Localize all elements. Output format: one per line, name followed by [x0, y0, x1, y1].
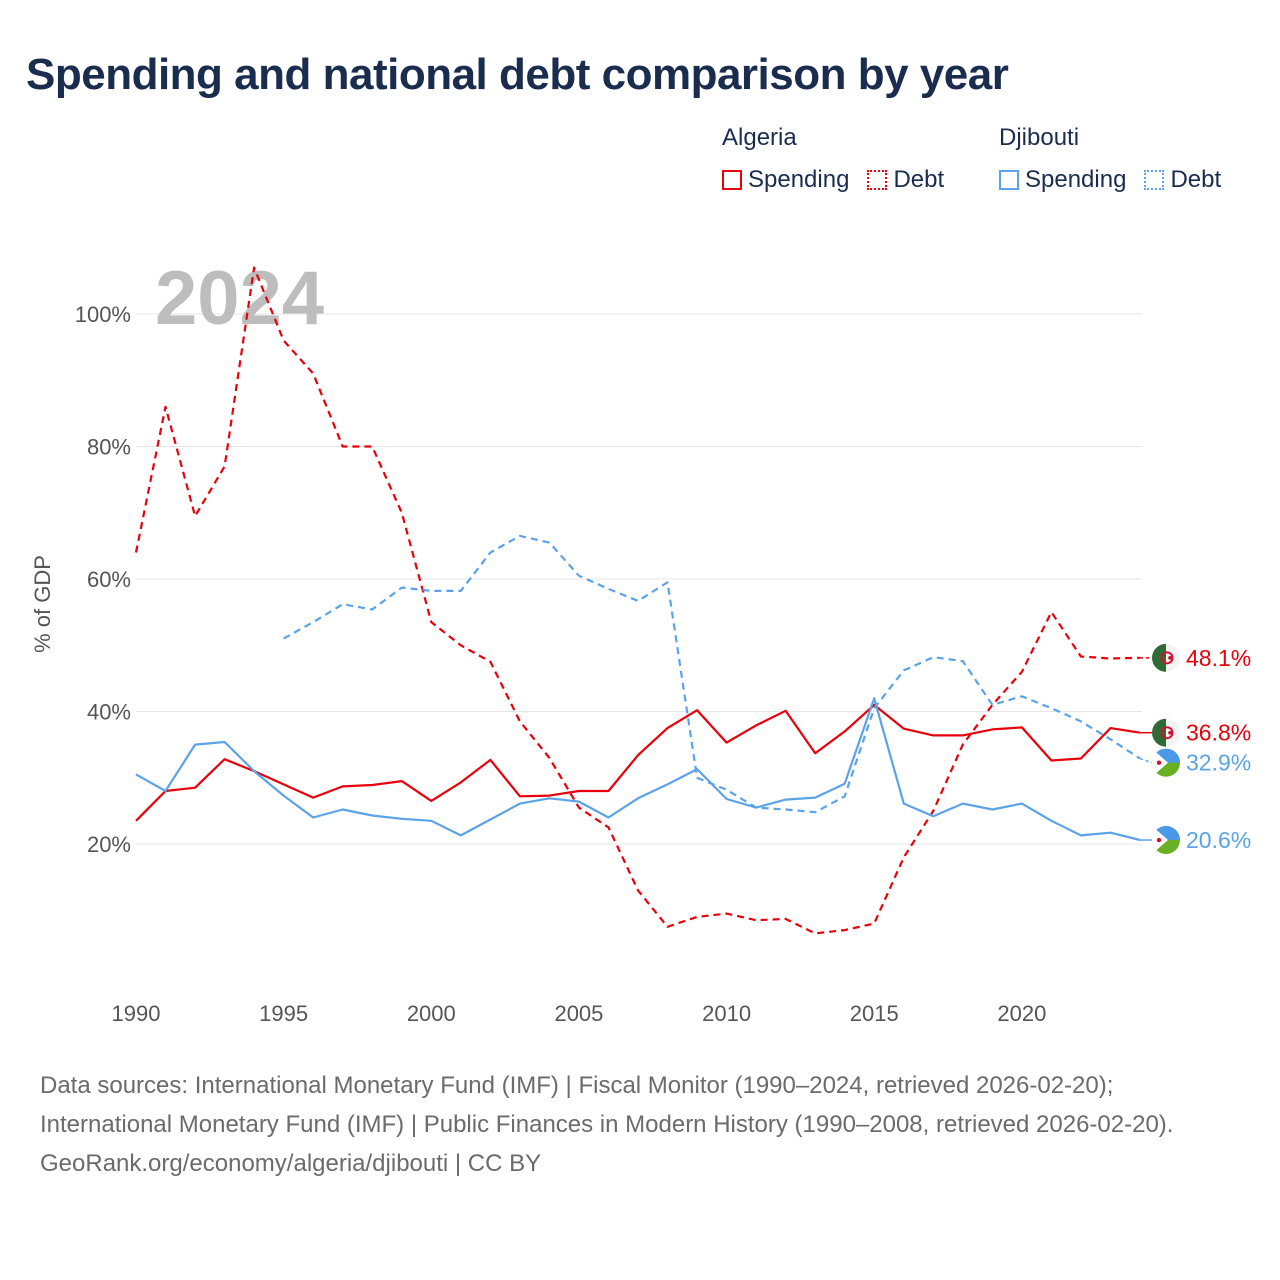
series-lines	[134, 266, 1141, 935]
legend-item-label: Spending	[748, 166, 850, 193]
y-tick-label: 100%	[75, 302, 131, 327]
y-tick-label: 60%	[87, 567, 131, 592]
chart-title: Spending and national debt comparison by…	[26, 50, 1009, 99]
x-axis-ticks: 1990 1995 2000 2005 2010 2015 2020	[112, 1001, 1047, 1026]
djibouti-flag-icon	[1152, 826, 1180, 855]
legend-group-algeria: Algeria Spending Debt	[722, 124, 944, 194]
x-tick-label: 2015	[850, 1001, 899, 1026]
data-sources-text: Data sources: International Monetary Fun…	[40, 1072, 1174, 1138]
dotted-line-swatch-icon	[1144, 170, 1165, 190]
djibouti-debt-line	[283, 534, 1141, 814]
y-tick-label: 20%	[87, 832, 131, 857]
solid-line-swatch-icon	[722, 170, 742, 190]
algeria-spending-line	[135, 703, 1141, 822]
algeria-flag-icon	[1152, 718, 1180, 747]
legend-item-label: Debt	[893, 166, 945, 193]
end-markers: 48.1% 36.8% 32.9% 20.6%	[1139, 643, 1251, 855]
legend-item-label: Spending	[1025, 166, 1127, 193]
credit-link[interactable]: GeoRank.org/economy/algeria/djibouti | C…	[40, 1150, 542, 1177]
legend-group-name: Djibouti	[999, 124, 1080, 151]
djibouti-flag-icon	[1152, 748, 1180, 777]
algeria-debt-line	[134, 266, 1141, 935]
dotted-line-swatch-icon	[867, 170, 888, 190]
y-axis-ticks: 20% 40% 60% 80% 100%	[75, 302, 131, 857]
legend-item-djibouti-debt[interactable]: Debt	[1144, 166, 1221, 194]
y-tick-label: 40%	[87, 700, 131, 725]
footer: Data sources: International Monetary Fun…	[40, 1066, 1240, 1183]
y-axis-label: % of GDP	[30, 555, 55, 653]
x-tick-label: 1995	[259, 1001, 308, 1026]
end-value-label: 36.8%	[1186, 720, 1251, 746]
gridlines	[136, 313, 1142, 845]
legend-item-algeria-spending[interactable]: Spending	[722, 166, 849, 194]
line-chart: 2024 20% 40% 60% 80% 100% 1990 1995 2000 2005 20…	[30, 256, 1251, 1026]
end-value-label: 20.6%	[1186, 827, 1251, 853]
legend-item-djibouti-spending[interactable]: Spending	[999, 166, 1126, 194]
legend-group-name: Algeria	[722, 124, 797, 151]
year-watermark: 2024	[155, 256, 324, 341]
x-tick-label: 2005	[554, 1001, 603, 1026]
legend-item-label: Debt	[1170, 166, 1222, 193]
end-leader-line	[1139, 757, 1153, 764]
x-tick-label: 2010	[702, 1001, 751, 1026]
legend-item-algeria-debt[interactable]: Debt	[867, 166, 944, 194]
djibouti-spending-line	[135, 697, 1141, 842]
y-tick-label: 80%	[87, 435, 131, 460]
legend-group-djibouti: Djibouti Spending Debt	[999, 124, 1221, 194]
x-tick-label: 2020	[997, 1001, 1046, 1026]
x-tick-label: 2000	[407, 1001, 456, 1026]
solid-line-swatch-icon	[999, 170, 1019, 190]
end-value-label: 32.9%	[1186, 750, 1251, 776]
x-tick-label: 1990	[112, 1001, 161, 1026]
end-value-label: 48.1%	[1186, 645, 1251, 671]
algeria-flag-icon	[1152, 643, 1180, 672]
